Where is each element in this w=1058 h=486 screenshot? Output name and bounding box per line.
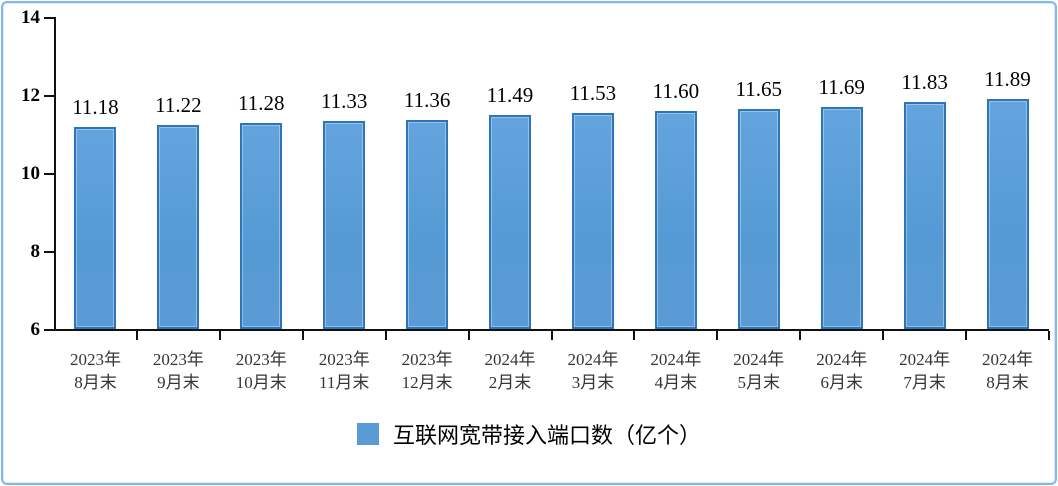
bar	[654, 110, 697, 329]
bar-value-label: 11.60	[652, 78, 700, 103]
x-axis-category-label: 2023年 10月末	[235, 350, 287, 392]
bar	[157, 125, 200, 329]
bar-value-label: 11.33	[320, 89, 368, 114]
bar-value-label: 11.65	[735, 76, 783, 101]
bar	[406, 119, 449, 329]
x-tick-mark	[384, 331, 387, 340]
bar-value-label: 11.69	[818, 75, 865, 100]
x-tick-mark	[633, 331, 636, 340]
x-tick-mark	[218, 331, 221, 340]
x-tick-mark	[467, 331, 470, 340]
bar	[240, 123, 283, 329]
bar	[820, 107, 863, 329]
x-axis-category-label: 2024年 8月末	[982, 350, 1034, 392]
y-tick-label: 8	[30, 241, 41, 262]
x-tick-mark	[882, 331, 885, 340]
bar	[74, 126, 117, 329]
bar-value-label: 11.83	[901, 69, 948, 94]
y-tick-mark	[44, 95, 54, 97]
bar-value-label: 11.18	[72, 94, 119, 119]
bar-value-label: 11.36	[403, 87, 451, 112]
x-axis-category-label: 2023年 8月末	[69, 350, 121, 392]
x-axis-category-label: 2023年 11月末	[318, 350, 370, 392]
y-tick-mark	[44, 329, 54, 331]
y-tick-mark	[44, 17, 54, 19]
bar	[489, 114, 532, 329]
x-axis-category-label: 2024年 5月末	[733, 350, 785, 392]
x-axis-category-label: 2023年 9月末	[152, 350, 204, 392]
y-axis-line	[54, 17, 56, 331]
x-axis-category-label: 2023年 12月末	[401, 350, 453, 392]
y-tick-mark	[44, 173, 54, 175]
x-axis-category-label: 2024年 6月末	[816, 350, 868, 392]
bar	[903, 101, 946, 329]
legend: 互联网宽带接入端口数（亿个）	[0, 418, 1058, 450]
legend-label: 互联网宽带接入端口数（亿个）	[392, 423, 701, 448]
x-tick-mark	[550, 331, 553, 340]
x-axis-category-label: 2024年 2月末	[484, 350, 536, 392]
x-tick-mark	[716, 331, 719, 340]
bar-value-label: 11.49	[486, 82, 534, 107]
y-tick-label: 14	[21, 7, 40, 28]
bar-value-label: 11.28	[238, 91, 285, 116]
y-tick-label: 10	[21, 163, 40, 184]
x-axis-category-label: 2024年 7月末	[899, 350, 951, 392]
x-tick-mark	[1048, 331, 1050, 340]
bar	[737, 108, 780, 329]
y-tick-label: 12	[21, 85, 40, 106]
x-tick-mark	[301, 331, 304, 340]
bar-value-label: 11.89	[984, 67, 1031, 92]
bar-value-label: 11.22	[155, 93, 202, 118]
x-axis-category-label: 2024年 4月末	[650, 350, 702, 392]
x-axis-line	[54, 329, 1049, 331]
bar-value-label: 11.53	[569, 81, 617, 106]
y-tick-mark	[44, 251, 54, 253]
x-tick-mark	[799, 331, 802, 340]
bar	[571, 113, 614, 329]
y-tick-label: 6	[30, 319, 41, 340]
bar	[986, 99, 1029, 329]
x-tick-mark	[965, 331, 968, 340]
x-axis-category-label: 2024年 3月末	[567, 350, 619, 392]
x-tick-mark	[135, 331, 138, 340]
bar	[323, 121, 366, 329]
legend-color-swatch	[356, 423, 379, 445]
